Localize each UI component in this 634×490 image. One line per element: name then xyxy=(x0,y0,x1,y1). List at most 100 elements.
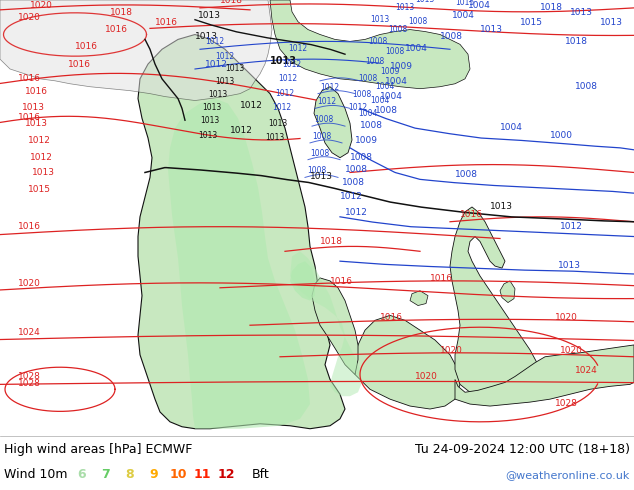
Text: 1004: 1004 xyxy=(405,44,428,53)
Polygon shape xyxy=(312,278,358,374)
Polygon shape xyxy=(290,261,315,300)
Text: 6: 6 xyxy=(78,468,86,481)
Text: 12: 12 xyxy=(217,468,235,481)
Text: 1012: 1012 xyxy=(282,60,301,69)
Text: @weatheronline.co.uk: @weatheronline.co.uk xyxy=(506,470,630,480)
Text: 1012: 1012 xyxy=(560,221,583,231)
Text: 1018: 1018 xyxy=(320,238,343,246)
Text: 1013: 1013 xyxy=(198,131,217,140)
Text: 1020: 1020 xyxy=(18,13,41,22)
Polygon shape xyxy=(138,34,345,429)
Text: 1018: 1018 xyxy=(565,37,588,47)
Text: 1018: 1018 xyxy=(220,0,243,5)
Text: 1012: 1012 xyxy=(205,37,224,47)
Text: 1008: 1008 xyxy=(440,32,463,42)
Polygon shape xyxy=(290,251,362,396)
Text: 1008: 1008 xyxy=(360,121,383,130)
Text: 1012: 1012 xyxy=(275,89,294,98)
Text: 1013: 1013 xyxy=(195,32,218,42)
Text: 1016: 1016 xyxy=(25,87,48,96)
Text: 1008: 1008 xyxy=(342,178,365,187)
Text: 1008: 1008 xyxy=(388,24,407,33)
Polygon shape xyxy=(410,291,428,306)
Text: 1013: 1013 xyxy=(570,8,593,17)
Text: 1013: 1013 xyxy=(415,0,434,4)
Polygon shape xyxy=(168,98,310,429)
Text: 1008: 1008 xyxy=(455,171,478,179)
Text: 1013: 1013 xyxy=(225,64,244,73)
Text: 1012: 1012 xyxy=(348,103,367,112)
Text: 1012: 1012 xyxy=(340,192,363,201)
Text: 1020: 1020 xyxy=(555,313,578,322)
Text: 1024: 1024 xyxy=(575,366,598,374)
Text: 1013: 1013 xyxy=(22,103,45,112)
Text: 1004: 1004 xyxy=(452,11,475,20)
Text: 1012: 1012 xyxy=(317,98,336,106)
Text: 11: 11 xyxy=(193,468,210,481)
Text: 1012: 1012 xyxy=(288,44,307,53)
Text: 1016: 1016 xyxy=(105,24,128,33)
Text: 1013: 1013 xyxy=(490,202,513,211)
Text: 1012: 1012 xyxy=(272,103,291,112)
Text: 1009: 1009 xyxy=(380,67,399,76)
Text: 1008: 1008 xyxy=(350,153,373,162)
Polygon shape xyxy=(0,0,272,100)
Text: 1016: 1016 xyxy=(18,221,41,231)
Text: 1012: 1012 xyxy=(345,208,368,217)
Text: 1015: 1015 xyxy=(455,0,474,7)
Text: 1020: 1020 xyxy=(18,279,41,288)
Text: 1013: 1013 xyxy=(265,133,284,142)
Polygon shape xyxy=(270,0,470,89)
Text: 1016: 1016 xyxy=(75,42,98,51)
Text: 1016: 1016 xyxy=(18,113,41,122)
Text: 1008: 1008 xyxy=(314,115,333,124)
Text: 1013: 1013 xyxy=(370,15,389,24)
Text: 1000: 1000 xyxy=(550,131,573,140)
Text: 1016: 1016 xyxy=(68,60,91,69)
Text: 1008: 1008 xyxy=(310,149,329,158)
Text: 1013: 1013 xyxy=(25,119,48,128)
Text: 1015: 1015 xyxy=(520,18,543,26)
Polygon shape xyxy=(455,345,634,406)
Polygon shape xyxy=(450,207,540,399)
Text: Tu 24-09-2024 12:00 UTC (18+18): Tu 24-09-2024 12:00 UTC (18+18) xyxy=(415,443,630,456)
Text: 1012: 1012 xyxy=(30,153,53,162)
Text: 1004: 1004 xyxy=(375,82,394,91)
Text: 1013: 1013 xyxy=(600,18,623,26)
Text: 1016: 1016 xyxy=(380,313,403,322)
Text: 1012: 1012 xyxy=(28,136,51,145)
Text: 1020: 1020 xyxy=(415,372,438,381)
Text: 1008: 1008 xyxy=(312,132,331,141)
Text: 1004: 1004 xyxy=(358,109,377,118)
Text: 8: 8 xyxy=(126,468,134,481)
Text: 1013: 1013 xyxy=(198,11,221,20)
Text: 1004: 1004 xyxy=(380,92,403,100)
Text: High wind areas [hPa] ECMWF: High wind areas [hPa] ECMWF xyxy=(4,443,192,456)
Text: 1016: 1016 xyxy=(430,274,453,283)
Text: 1008: 1008 xyxy=(365,57,384,66)
Text: 1028: 1028 xyxy=(18,379,41,389)
Text: Bft: Bft xyxy=(252,468,269,481)
Text: 1013: 1013 xyxy=(395,3,414,12)
Text: 1020: 1020 xyxy=(30,1,53,10)
Text: 1008: 1008 xyxy=(408,17,427,25)
Text: 1013: 1013 xyxy=(480,24,503,33)
Text: 1018: 1018 xyxy=(540,3,563,12)
Text: 1013: 1013 xyxy=(558,261,581,270)
Text: 1008: 1008 xyxy=(358,74,377,83)
Polygon shape xyxy=(314,87,352,158)
Text: 1013: 1013 xyxy=(200,116,219,125)
Polygon shape xyxy=(354,316,460,409)
Text: 1008: 1008 xyxy=(368,37,387,47)
Text: 1004: 1004 xyxy=(500,123,523,132)
Text: 1008: 1008 xyxy=(345,166,368,174)
Text: 1016: 1016 xyxy=(155,18,178,26)
Text: 1028: 1028 xyxy=(18,372,41,381)
Text: 1013: 1013 xyxy=(32,169,55,177)
Text: 1015: 1015 xyxy=(28,185,51,194)
Text: 1004: 1004 xyxy=(468,1,491,10)
Text: 1012: 1012 xyxy=(230,126,253,135)
Text: 1013: 1013 xyxy=(208,90,227,98)
Text: 1009: 1009 xyxy=(390,62,413,71)
Text: 1012: 1012 xyxy=(215,52,234,61)
